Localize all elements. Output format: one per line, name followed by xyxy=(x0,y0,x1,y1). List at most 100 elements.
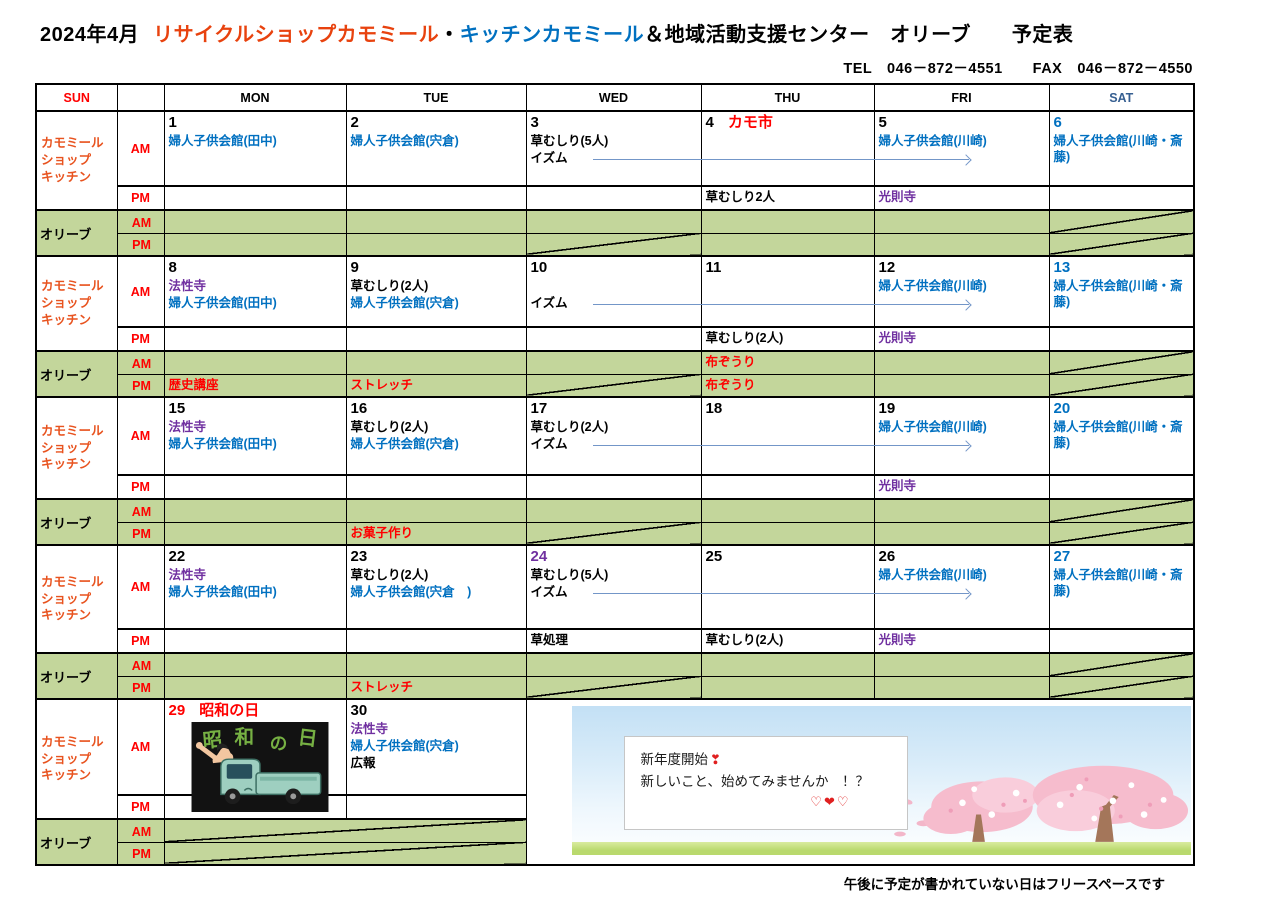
olive-cell: 布ぞうり xyxy=(700,350,875,375)
event-text: 婦人子供会館(田中) xyxy=(168,134,277,148)
olive-cell xyxy=(1048,232,1195,257)
section-label-line: カモミール xyxy=(41,279,104,294)
event-text: イズム xyxy=(531,295,969,312)
section-label-line: キッチン xyxy=(41,312,92,327)
olive-cell xyxy=(1048,373,1195,398)
olive-cell xyxy=(873,521,1050,546)
day-number-row: 9 xyxy=(351,258,523,277)
event-text: 法性寺 xyxy=(350,722,389,736)
day-number-row: 29 昭和の日 xyxy=(169,701,343,720)
day-number: 22 xyxy=(168,548,186,565)
ampm-am-label: AM xyxy=(116,652,165,677)
section-label-line: ショップ xyxy=(41,591,92,606)
olive-am-row: オリーブ AM xyxy=(35,652,1195,700)
olive-cell xyxy=(163,350,347,375)
day-cell-am: 24 草むしり(5人) イズム xyxy=(525,544,969,630)
day-cell-pm: 光則寺 xyxy=(873,474,1050,500)
day-cell-am: 22 法性寺 婦人子供会館(田中) xyxy=(163,544,347,630)
event-text: 草むしり(2人) xyxy=(350,279,429,293)
day-cell-pm xyxy=(1048,185,1195,211)
event-text: 法性寺 xyxy=(168,279,207,293)
event-text: ストレッチ xyxy=(350,377,414,392)
header-sat: SAT xyxy=(1048,83,1195,112)
showa-char-4: 日 xyxy=(296,727,318,751)
day-number-row: 25 xyxy=(706,547,871,566)
day-number: 1 xyxy=(168,114,177,131)
day-cell-pm xyxy=(700,474,875,500)
day-number-row: 1 xyxy=(169,113,343,132)
olive-cell xyxy=(345,350,527,375)
olive-cell xyxy=(525,373,702,398)
day-number-row: 22 xyxy=(169,547,343,566)
day-number: 29 xyxy=(168,702,186,719)
olive-cell xyxy=(163,232,347,257)
day-cell-pm xyxy=(163,628,347,654)
section-label-kamomiru: カモミール ショップ キッチン xyxy=(35,698,118,820)
week-am-row: カモミール ショップ キッチン AM 1 婦人子供会館(田中) 2 婦人子供会館(宍倉) 3 草む… xyxy=(35,110,1195,211)
ampm-pm-label: PM xyxy=(116,373,165,398)
section-label-olive: オリーブ xyxy=(35,652,118,700)
day-cell-pm xyxy=(525,326,702,352)
section-label-kamomiru: カモミール ショップ キッチン xyxy=(35,396,118,500)
olive-cell xyxy=(1048,675,1195,700)
section-label-kamomiru: カモミール ショップ キッチン xyxy=(35,255,118,352)
ampm-am-label: AM xyxy=(116,396,165,476)
event-text: 婦人子供会館(宍倉) xyxy=(350,296,459,310)
day-cell-am: 19 婦人子供会館(川崎) xyxy=(873,396,1050,476)
day-number-row: 2 xyxy=(351,113,523,132)
section-label-line: カモミール xyxy=(41,734,104,749)
day-cell-am: 4 カモ市 xyxy=(700,110,875,187)
day-number: 26 xyxy=(878,548,896,565)
grass-strip xyxy=(571,842,1191,855)
event-text: 草処理 xyxy=(530,633,569,647)
spring-banner: 新年度開始 ❣ 新しいこと、始めてみませんか ！？ ♡❤♡ xyxy=(571,706,1191,855)
day-number-row: 12 xyxy=(879,258,1046,277)
day-cell-pm xyxy=(525,185,702,211)
olive-cell xyxy=(873,373,1050,398)
day-number-row: 20 xyxy=(1054,399,1191,418)
day-cell-am: 13 婦人子供会館(川崎・斎藤) xyxy=(1048,255,1195,328)
day-number: 6 xyxy=(1053,114,1062,131)
ampm-pm-label: PM xyxy=(116,521,165,546)
olive-cell xyxy=(525,675,702,700)
day-cell-am: 9 草むしり(2人) 婦人子供会館(宍倉) xyxy=(345,255,527,328)
event-text: 布ぞうり xyxy=(705,355,756,369)
day-cell-am: 25 xyxy=(700,544,875,630)
day-number: 19 xyxy=(878,400,896,417)
section-label-line: キッチン xyxy=(41,608,92,623)
event-text: イズム xyxy=(531,150,969,167)
day-cell-pm xyxy=(345,474,527,500)
olive-cell xyxy=(1048,521,1195,546)
event-text: 法性寺 xyxy=(168,420,207,434)
day-number: 30 xyxy=(350,702,368,719)
ampm-am-label: AM xyxy=(116,544,165,630)
event-text: 広報 xyxy=(350,756,376,770)
olive-pm-row: PM 歴史講座 ストレッチ 布ぞうり xyxy=(36,373,1195,398)
olive-cell xyxy=(345,209,527,234)
day-number: 16 xyxy=(350,400,368,417)
header-blank xyxy=(116,83,165,112)
day-cell-am: 5 婦人子供会館(川崎) xyxy=(873,110,1050,187)
ampm-am-label: AM xyxy=(116,350,165,375)
ampm-am-label: AM xyxy=(116,255,165,328)
olive-cell: 布ぞうり xyxy=(700,373,875,398)
day-title: カモ市 xyxy=(727,114,773,131)
ampm-pm-label: PM xyxy=(116,675,165,700)
day-number-row: 8 xyxy=(169,258,343,277)
ampm-am-label: AM xyxy=(116,498,165,523)
day-cell-am: 29 昭和の日 昭 和 の 日 xyxy=(163,698,347,812)
showa-char-3: の xyxy=(269,733,287,753)
week-am-row: カモミール ショップ キッチン AM 22 法性寺 婦人子供会館(田中) 23 草むしり(2人)… xyxy=(35,544,1195,654)
day-cell-am: 15 法性寺 婦人子供会館(田中) xyxy=(163,396,347,476)
day-number-row: 30 xyxy=(351,701,523,720)
day-cell-am: 12 婦人子供会館(川崎) xyxy=(873,255,1050,328)
day-number-row: 19 xyxy=(879,399,1046,418)
event-text: 婦人子供会館(川崎・斎藤) xyxy=(1053,420,1183,451)
blossom-dots xyxy=(948,777,1153,819)
event-text: 婦人子供会館(田中) xyxy=(168,585,277,599)
olive-cell xyxy=(873,652,1050,677)
event-text: 草むしり(2人) xyxy=(350,420,429,434)
event-text: 婦人子供会館(田中) xyxy=(168,437,277,451)
event-text: 婦人子供会館(川崎・斎藤) xyxy=(1053,134,1183,165)
spring-message-line2: 新しいこと、始めてみませんか ！？ xyxy=(640,773,870,789)
